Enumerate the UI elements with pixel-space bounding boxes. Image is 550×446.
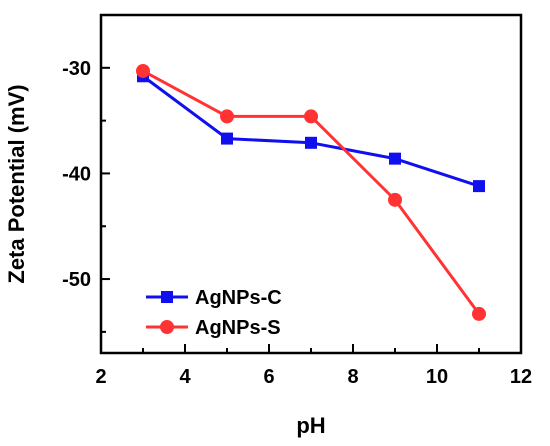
legend-label: AgNPs-C (195, 287, 282, 309)
legend-label: AgNPs-S (195, 317, 281, 339)
data-point (473, 180, 485, 193)
series-line (142, 75, 480, 188)
data-point (136, 63, 150, 78)
series-line (142, 69, 481, 315)
x-tick-label: 2 (95, 366, 106, 388)
legend: AgNPs-C AgNPs-S (146, 287, 282, 339)
y-axis-ticks: -30 -40 -50 (62, 14, 110, 333)
legend-marker (161, 291, 173, 303)
legend-item: AgNPs-C (146, 287, 282, 309)
x-tick-label: 4 (179, 366, 191, 388)
legend-item: AgNPs-S (146, 317, 281, 339)
data-point (220, 109, 234, 124)
series-agnps-c (137, 70, 485, 193)
x-tick-label: 10 (426, 366, 448, 388)
data-point (221, 132, 233, 145)
data-point (304, 109, 318, 124)
y-axis-label: Zeta Potential (mV) (4, 84, 29, 283)
y-tick-label: -30 (62, 58, 91, 80)
data-point (305, 136, 317, 149)
series-agnps-s (136, 63, 486, 321)
x-axis-ticks: 2 4 6 8 10 12 (95, 344, 532, 388)
x-tick-label: 6 (263, 366, 274, 388)
legend-marker (160, 320, 174, 334)
x-tick-label: 8 (347, 366, 358, 388)
y-tick-label: -40 (62, 163, 91, 185)
x-axis-label: pH (296, 413, 325, 438)
y-tick-label: -50 (62, 269, 91, 291)
data-point (389, 152, 401, 165)
data-point (388, 192, 402, 207)
x-tick-label: 12 (510, 366, 532, 388)
series-layer (136, 63, 486, 321)
data-point (472, 306, 486, 321)
